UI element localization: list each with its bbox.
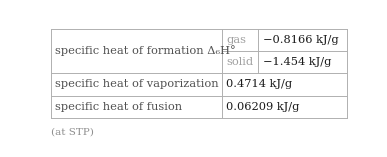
Text: (at STP): (at STP) [51, 128, 94, 137]
Text: −0.8166 kJ/g: −0.8166 kJ/g [263, 35, 339, 45]
Text: 0.06209 kJ/g: 0.06209 kJ/g [226, 102, 300, 112]
Text: solid: solid [226, 57, 253, 67]
Text: specific heat of vaporization: specific heat of vaporization [55, 79, 219, 89]
Text: gas: gas [226, 35, 246, 45]
Text: −1.454 kJ/g: −1.454 kJ/g [263, 57, 331, 67]
Text: 0.4714 kJ/g: 0.4714 kJ/g [226, 79, 292, 89]
Text: specific heat of formation Δ₆H°: specific heat of formation Δ₆H° [55, 45, 236, 56]
Text: specific heat of fusion: specific heat of fusion [55, 102, 182, 112]
